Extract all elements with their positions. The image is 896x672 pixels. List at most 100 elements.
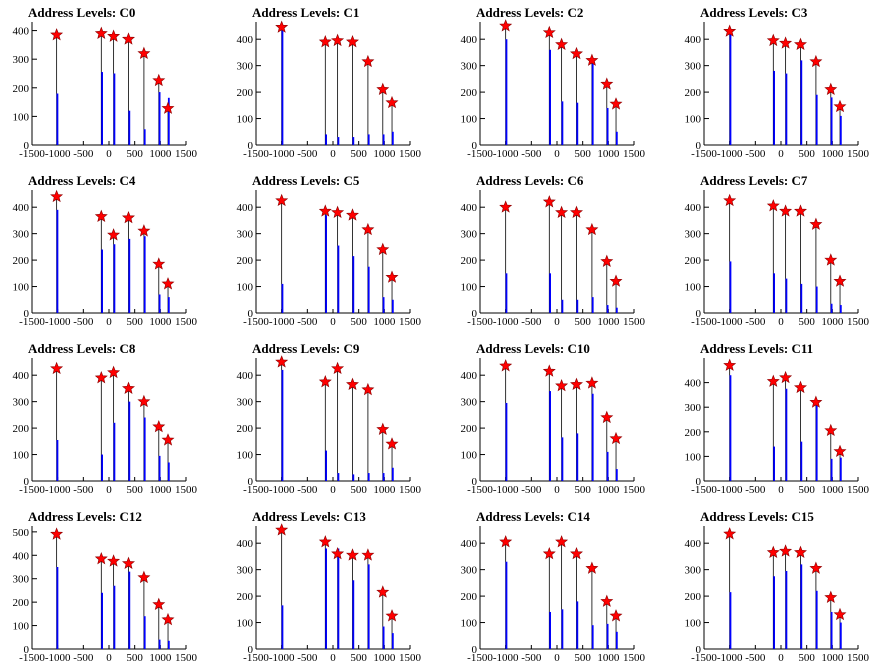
peak-marker (779, 370, 793, 384)
x-tick-label: 500 (126, 148, 143, 160)
peak-marker (794, 204, 807, 217)
x-tick-label: -1000 (45, 484, 71, 496)
peak-marker (824, 423, 838, 437)
peak-marker (766, 374, 780, 387)
x-tick-label: -1500 (467, 652, 493, 664)
y-tick-label: 400 (237, 370, 254, 382)
peak-marker (499, 359, 513, 372)
y-tick-label: 0 (472, 140, 478, 152)
x-tick-label: 1500 (399, 652, 422, 664)
peak-marker (766, 199, 780, 212)
y-tick-label: 0 (24, 140, 30, 152)
x-tick-label: 1000 (149, 652, 172, 664)
x-tick-label: -500 (521, 148, 542, 160)
peak-marker (833, 274, 847, 287)
x-tick-label: -1500 (467, 316, 493, 328)
x-tick-label: 0 (778, 316, 784, 328)
y-tick-label: 200 (237, 423, 254, 435)
peak-marker (385, 437, 399, 450)
x-tick-label: 1500 (847, 148, 870, 160)
x-tick-label: 0 (330, 484, 336, 496)
peak-marker (346, 377, 359, 390)
x-tick-label: -1500 (19, 148, 45, 160)
chart-panel-4: Address Levels: C4 0 100 200 300 400 -1500 -100… (13, 173, 198, 328)
x-tick-label: 1500 (175, 484, 198, 496)
chart-title: Address Levels: C12 (28, 509, 142, 524)
y-tick-label: 200 (13, 83, 30, 95)
y-tick-label: 100 (13, 450, 30, 462)
peak-marker (94, 551, 108, 565)
y-tick-label: 0 (696, 140, 702, 152)
x-tick-label: 0 (330, 316, 336, 328)
x-tick-label: 1000 (149, 316, 172, 328)
peak-marker (809, 395, 823, 408)
peak-marker (385, 609, 399, 622)
x-tick-label: 0 (778, 484, 784, 496)
x-tick-label: 1000 (597, 652, 620, 664)
peak-marker (122, 32, 135, 45)
y-tick-label: 200 (685, 427, 702, 439)
peak-marker (723, 193, 737, 207)
peak-marker (585, 53, 599, 66)
x-tick-label: 0 (554, 316, 560, 328)
x-tick-label: -500 (745, 652, 766, 664)
x-tick-label: -500 (745, 484, 766, 496)
x-tick-label: 0 (106, 652, 112, 664)
x-tick-label: 500 (574, 652, 591, 664)
y-tick-label: 400 (13, 202, 30, 214)
y-tick-label: 300 (685, 229, 702, 241)
peak-marker (161, 612, 175, 626)
y-tick-label: 100 (461, 282, 478, 294)
y-tick-label: 100 (461, 114, 478, 126)
peak-marker (361, 222, 375, 236)
peak-marker (542, 364, 556, 377)
y-tick-label: 0 (24, 476, 30, 488)
peak-marker (318, 374, 332, 388)
x-tick-label: -1000 (45, 316, 71, 328)
x-tick-label: -1500 (19, 316, 45, 328)
chart-panel-6: Address Levels: C6 0 100 200 300 400 -1500 -100… (461, 173, 646, 328)
y-tick-label: 400 (461, 370, 478, 382)
peak-marker (779, 544, 793, 557)
x-tick-label: -500 (745, 148, 766, 160)
peak-marker (152, 419, 166, 433)
x-tick-label: -1500 (243, 484, 269, 496)
y-tick-label: 0 (472, 476, 478, 488)
x-tick-label: 0 (778, 652, 784, 664)
y-tick-label: 200 (461, 423, 478, 435)
x-tick-label: 500 (798, 148, 815, 160)
chart-title: Address Levels: C10 (476, 341, 590, 356)
y-tick-label: 300 (685, 565, 702, 577)
x-tick-label: 1500 (175, 148, 198, 160)
x-tick-label: 1000 (373, 316, 396, 328)
peak-marker (152, 257, 166, 270)
x-tick-label: 1500 (399, 316, 422, 328)
y-tick-label: 300 (685, 61, 702, 73)
peak-marker (499, 535, 513, 548)
x-tick-label: 1000 (373, 652, 396, 664)
y-tick-label: 400 (13, 370, 30, 382)
x-tick-label: -500 (73, 652, 94, 664)
peak-marker (122, 210, 135, 224)
x-tick-label: -1000 (493, 316, 519, 328)
y-tick-label: 300 (237, 61, 254, 73)
y-tick-label: 300 (237, 565, 254, 577)
peak-marker (107, 365, 121, 379)
peak-marker (600, 77, 614, 90)
y-tick-label: 0 (248, 476, 254, 488)
y-tick-label: 0 (248, 644, 254, 656)
x-tick-label: 500 (798, 652, 815, 664)
x-tick-label: -500 (297, 148, 318, 160)
y-tick-label: 200 (461, 255, 478, 267)
x-tick-label: 1500 (847, 652, 870, 664)
y-tick-label: 100 (237, 114, 254, 126)
x-tick-label: 1000 (597, 316, 620, 328)
x-tick-label: -500 (521, 316, 542, 328)
chart-panel-2: Address Levels: C2 0 100 200 300 400 -1500 -100… (461, 5, 646, 160)
x-tick-label: 0 (106, 484, 112, 496)
y-tick-label: 300 (13, 397, 30, 409)
peak-marker (50, 28, 64, 41)
x-tick-label: -1000 (269, 148, 295, 160)
peak-marker (331, 361, 345, 375)
chart-panel-14: Address Levels: C14 0 100 200 300 400 -1500 -10… (461, 509, 646, 664)
